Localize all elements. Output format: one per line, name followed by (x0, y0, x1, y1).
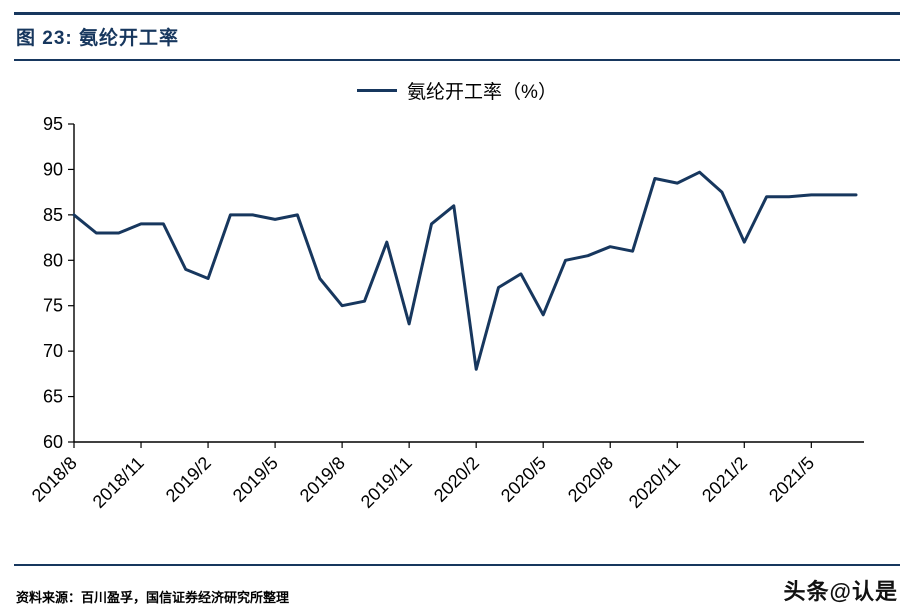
svg-text:2021/2: 2021/2 (698, 453, 751, 506)
svg-text:65: 65 (43, 387, 63, 407)
svg-text:2020/8: 2020/8 (564, 453, 617, 506)
svg-text:2019/2: 2019/2 (162, 453, 215, 506)
chart-legend: 氨纶开工率（%） (14, 77, 900, 104)
legend-line-icon (357, 89, 398, 92)
svg-text:80: 80 (43, 250, 63, 270)
svg-text:90: 90 (43, 159, 63, 179)
footer-section: 资料来源：百川盈孚，国信证券经济研究所整理 头条@认是 (14, 564, 900, 616)
figure-title: 图 23: 氨纶开工率 (16, 28, 180, 49)
svg-text:85: 85 (43, 205, 63, 225)
svg-text:2020/5: 2020/5 (497, 453, 550, 506)
svg-text:60: 60 (43, 432, 63, 452)
top-divider (14, 12, 900, 15)
svg-text:2019/8: 2019/8 (296, 453, 349, 506)
svg-text:2018/11: 2018/11 (89, 453, 148, 512)
svg-text:2019/5: 2019/5 (229, 453, 282, 506)
svg-text:2021/5: 2021/5 (765, 453, 818, 506)
svg-text:2020/11: 2020/11 (625, 453, 684, 512)
legend-label: 氨纶开工率（%） (407, 82, 557, 103)
svg-text:2018/8: 2018/8 (28, 453, 81, 506)
watermark: 头条@认是 (783, 579, 898, 604)
chart-area: 60 65 70 75 80 85 90 95 2018/8 2018/11 2019/2 2019/… (14, 106, 900, 564)
operating-rate-chart: 60 65 70 75 80 85 90 95 2018/8 2018/11 2019/2 2019/… (28, 114, 864, 512)
source-note: 资料来源：百川盈孚，国信证券经济研究所整理 (16, 590, 290, 605)
title-divider (14, 59, 900, 61)
footer-divider (14, 564, 900, 566)
svg-text:75: 75 (43, 296, 63, 316)
svg-text:2020/2: 2020/2 (430, 453, 483, 506)
svg-text:95: 95 (43, 114, 63, 134)
svg-text:2019/11: 2019/11 (357, 453, 416, 512)
svg-text:70: 70 (43, 341, 63, 361)
